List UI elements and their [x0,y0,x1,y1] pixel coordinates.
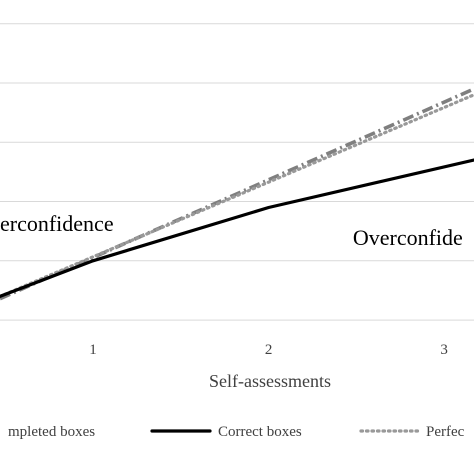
series-lines [0,87,474,301]
gridlines [0,23,474,321]
legend-label-0: mpleted boxes [8,424,95,440]
x-tick-label-0: 1 [89,342,97,358]
series-line-0 [0,158,474,298]
annotation-0: erconfidence [0,211,114,236]
x-tick-label-1: 2 [265,342,273,358]
series-line-2 [0,87,474,301]
series-line-1 [0,93,474,298]
legend: mpleted boxes Correct boxes Perfec [8,424,465,440]
annotations: erconfidence Overconfide [0,211,463,250]
x-axis-title: Self-assessments [209,371,331,391]
annotation-1: Overconfide [353,225,463,250]
x-tick-labels: 1 2 3 [89,342,448,358]
legend-label-1: Correct boxes [218,424,302,440]
legend-label-2: Perfec [426,424,465,440]
x-tick-label-2: 3 [440,342,448,358]
